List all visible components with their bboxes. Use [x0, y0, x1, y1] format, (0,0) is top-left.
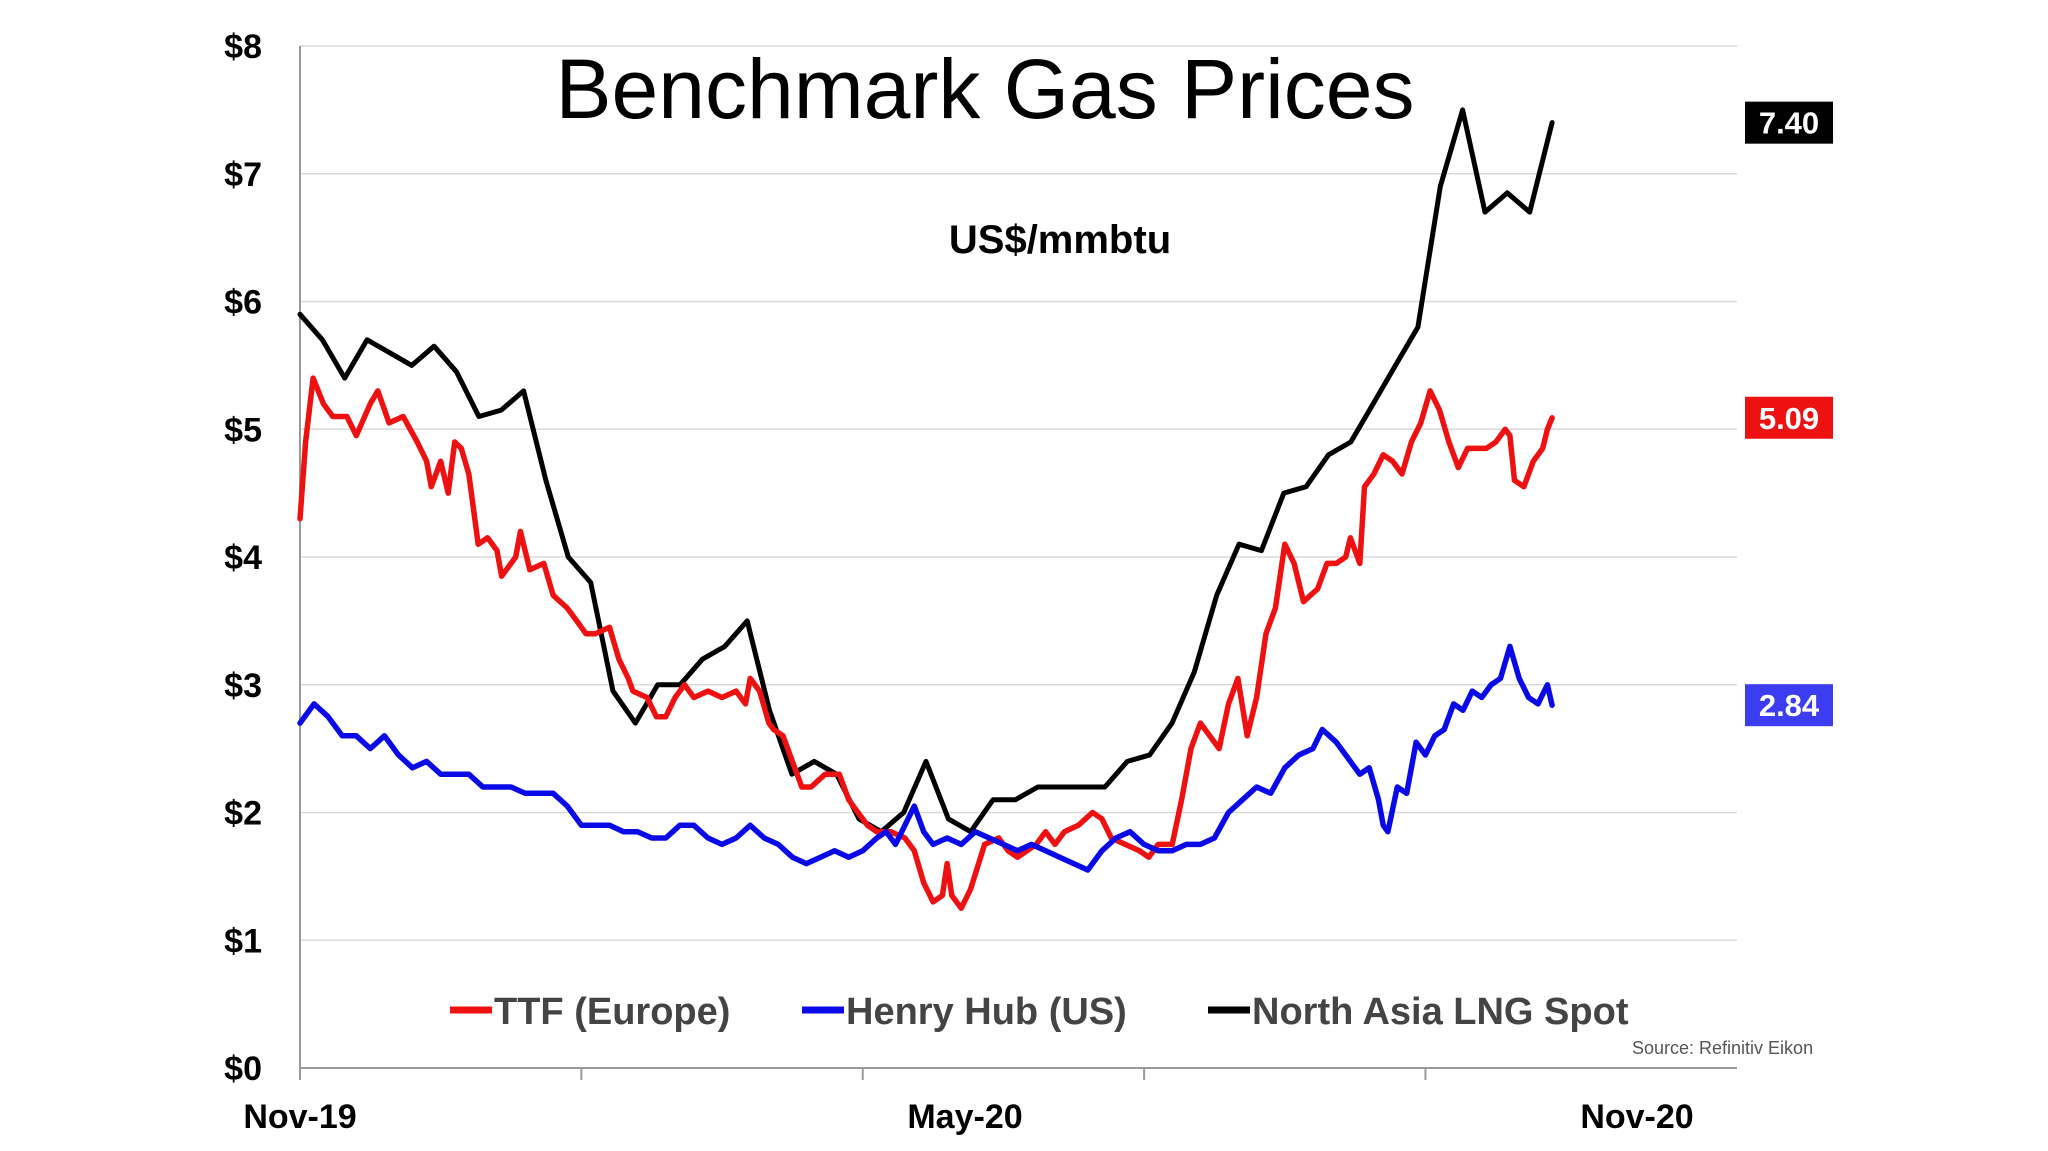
- y-axis-tick-labels: $0 $1 $2 $3 $4 $5 $6 $7 $8: [224, 28, 262, 1088]
- y-tick-label: $4: [224, 539, 262, 577]
- series-line-north-asia-lng-spot: [297, 107, 1555, 835]
- end-value-label: 7.40: [1759, 106, 1819, 141]
- series-line-ttf-europe: [297, 375, 1555, 912]
- legend-label: North Asia LNG Spot: [1252, 991, 1629, 1033]
- gridlines: [300, 45, 1737, 941]
- y-tick-label: $7: [224, 156, 262, 194]
- chart-subtitle: US$/mmbtu: [949, 218, 1171, 262]
- legend-label: TTF (Europe): [494, 991, 730, 1033]
- end-value-label: 5.09: [1759, 401, 1819, 436]
- end-value-label: 2.84: [1759, 688, 1820, 723]
- legend: TTF (Europe) Henry Hub (US) North Asia LNG…: [450, 991, 1629, 1033]
- y-tick-label: $3: [224, 667, 262, 705]
- legend-label: Henry Hub (US): [846, 991, 1127, 1033]
- x-tick-label: Nov-20: [1580, 1098, 1693, 1136]
- y-tick-label: $1: [224, 922, 262, 960]
- series-line-henry-hub-us: [297, 643, 1555, 873]
- y-tick-label: $5: [224, 411, 262, 449]
- x-axis: Nov-19 May-20 Nov-20: [243, 46, 1737, 1136]
- x-tick-label: May-20: [907, 1098, 1022, 1136]
- x-tick-label: Nov-19: [243, 1098, 356, 1136]
- y-tick-label: $0: [224, 1050, 262, 1088]
- end-label-box: [1745, 684, 1833, 727]
- end-label-box: [1745, 101, 1833, 144]
- y-tick-label: $6: [224, 284, 262, 322]
- source-note: Source: Refinitiv Eikon: [1632, 1038, 1813, 1058]
- y-tick-label: $8: [224, 28, 262, 66]
- y-tick-label: $2: [224, 795, 262, 833]
- series-lines: [297, 107, 1555, 912]
- end-label-box: [1745, 396, 1833, 439]
- chart-title: Benchmark Gas Prices: [556, 42, 1415, 136]
- end-value-labels: 7.40 5.09 2.84: [1745, 101, 1833, 727]
